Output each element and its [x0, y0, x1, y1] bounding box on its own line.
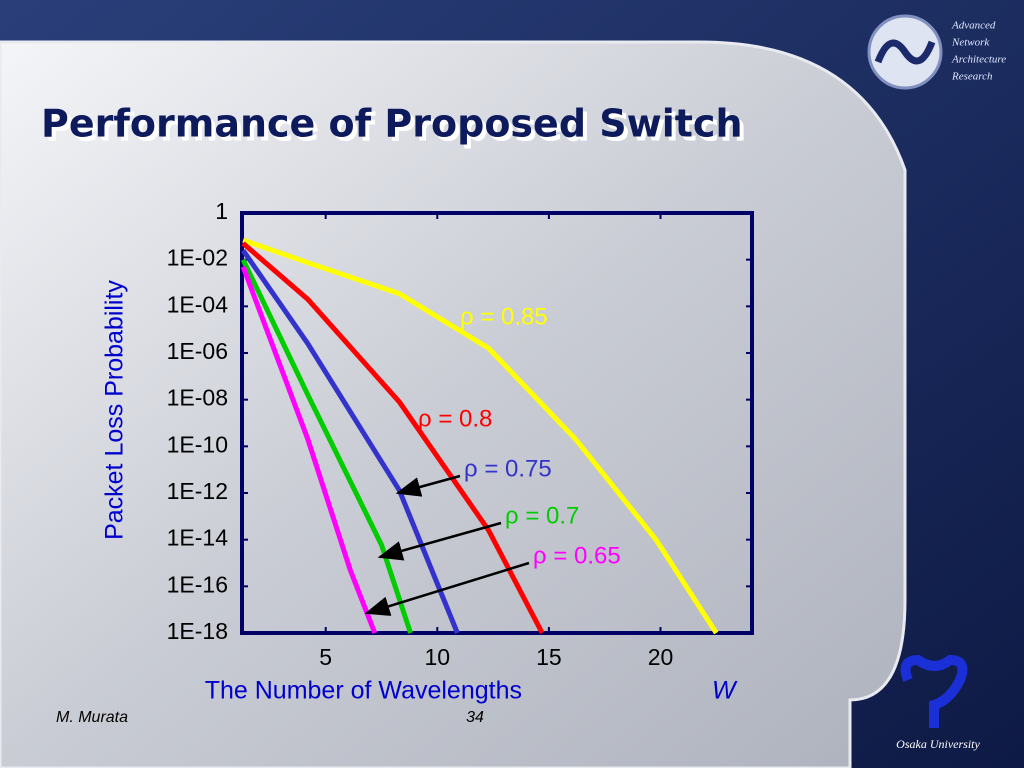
y-tick-label: 1E-04	[167, 291, 229, 317]
chart-title: Performance of Proposed Switch	[41, 102, 743, 146]
page-number: 34	[466, 709, 484, 726]
arrow	[377, 521, 502, 561]
x-axis-label: The Number of Wavelengths	[205, 677, 522, 705]
series-line	[240, 258, 413, 634]
author: M. Murata	[56, 709, 128, 726]
arrow	[395, 474, 461, 497]
logo	[867, 14, 943, 90]
y-tick-label: 1E-14	[167, 525, 229, 551]
y-tick-label: 1E-06	[167, 338, 228, 364]
series-line	[240, 265, 378, 634]
logo-text: Research	[951, 71, 993, 83]
osaka-emblem	[900, 654, 968, 728]
panel	[0, 40, 907, 770]
series-label: ρ = 0.75	[464, 455, 552, 482]
x-tick-label: 15	[536, 644, 562, 670]
logo-text: Network	[951, 37, 990, 49]
y-axis-label: Packet Loss Probability	[101, 280, 129, 540]
y-tick-label: 1E-02	[167, 245, 228, 271]
y-tick-label: 1E-08	[167, 385, 228, 411]
x-tick-label: 20	[648, 644, 674, 670]
plot-area	[240, 211, 754, 635]
y-tick-label: 1E-18	[167, 618, 228, 644]
x-axis-variable: W	[712, 677, 738, 705]
y-tick-label: 1E-10	[167, 431, 228, 457]
university: Osaka University	[896, 737, 980, 751]
x-tick-label: 10	[424, 644, 450, 670]
y-tick-label: 1	[215, 198, 228, 224]
logo-text: Advanced	[951, 20, 996, 32]
series-label: ρ = 0.85	[460, 303, 548, 330]
series-label: ρ = 0.65	[533, 542, 621, 569]
logo-text: Architecture	[951, 54, 1006, 66]
series-line	[241, 248, 460, 634]
series-line	[241, 241, 545, 635]
series-label: ρ = 0.7	[505, 502, 579, 529]
title-shadow: Performance of Proposed Switch	[45, 106, 747, 150]
arrow	[364, 561, 530, 616]
series-label: ρ = 0.8	[418, 405, 492, 432]
y-tick-label: 1E-12	[167, 478, 228, 504]
x-tick-label: 5	[319, 644, 332, 670]
series-line	[242, 237, 719, 635]
y-tick-label: 1E-16	[167, 571, 228, 597]
